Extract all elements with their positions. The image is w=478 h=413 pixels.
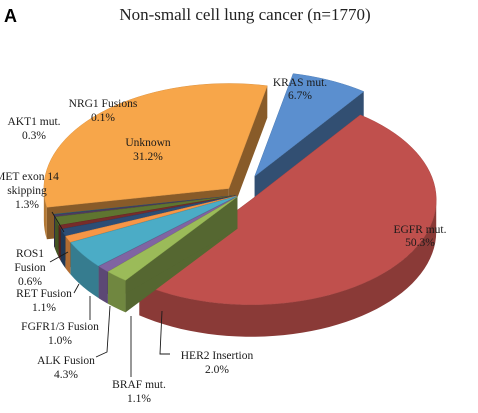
slice-name-label: Unknown — [125, 137, 171, 149]
slice-pct-label: 31.2% — [133, 151, 163, 163]
leader-line — [49, 251, 69, 263]
slice-wall-end — [107, 196, 238, 304]
slice-label-egfr-mut: EGFR mut.50.3% — [393, 224, 446, 249]
slice-label-akt1-mut: AKT1 mut. 0.3% — [7, 116, 60, 142]
slice-name-label: RET Fusion — [16, 288, 72, 300]
slice-pct-label: 0.1% — [91, 112, 115, 124]
slice-pct-label: 6.7% — [288, 90, 312, 102]
leader-line — [51, 211, 65, 233]
slice-top — [65, 195, 237, 243]
slice-side — [70, 242, 99, 299]
slice-label-ros1-fusion: ROS1 Fusion 0.6% — [14, 248, 69, 288]
slice-name-label: ROS1 Fusion — [14, 248, 46, 274]
slice-pct-label: 1.0% — [48, 335, 72, 347]
slice-wall-end — [228, 85, 268, 221]
slice-label-her2-insertion: HER2 Insertion 2.0% — [159, 310, 254, 376]
slice-name-label: ALK Fusion — [37, 355, 95, 367]
slice-pct-label: 1.1% — [127, 393, 151, 405]
slice-pct-label: 50.3% — [405, 237, 435, 249]
slice-name-label: FGFR1/3 Fusion — [21, 321, 99, 333]
slice-pct-label: 0.6% — [18, 276, 42, 288]
slice-side — [107, 271, 126, 313]
slice-side — [98, 266, 108, 304]
slice-top — [43, 83, 268, 208]
slice-top — [70, 196, 237, 267]
slice-label-braf-mut: BRAF mut. 1.1% — [112, 316, 166, 405]
slice-pct-label: 0.3% — [22, 130, 46, 142]
slice-name-label: HER2 Insertion — [181, 350, 254, 362]
slice-her2-insertion — [107, 196, 238, 313]
slice-pct-label: 1.1% — [32, 302, 56, 314]
slice-side — [43, 188, 47, 240]
slice-label-unknown: Unknown 31.2% — [125, 137, 171, 163]
slice-top — [107, 196, 238, 281]
slice-name-label: BRAF mut. — [112, 379, 166, 391]
slice-name-label: MET exon 14 skipping — [0, 171, 59, 197]
slice-label-fgfr1-3-fusion: FGFR1/3 Fusion 1.0% — [21, 296, 99, 347]
slice-pct-label: 2.0% — [205, 364, 229, 376]
slice-name-label: KRAS mut. — [273, 77, 327, 89]
slice-name-label: NRG1 Fusions — [69, 98, 138, 110]
slice-pct-label: 1.3% — [15, 199, 39, 211]
slice-label-kras-mut: KRAS mut.6.7% — [273, 77, 327, 102]
slice-label-alk-fusion: ALK Fusion 4.3% — [37, 305, 111, 381]
slice-label-met-exon-14-skipping: MET exon 14 skipping 1.3% — [0, 171, 65, 233]
slice-side — [55, 216, 59, 258]
slice-pct-label: 4.3% — [54, 369, 78, 381]
slice-side — [54, 214, 55, 249]
slice-side — [65, 236, 71, 275]
chart-title: Non-small cell lung cancer (n=1770) — [119, 5, 370, 24]
slice-side — [60, 229, 66, 269]
leader-line — [159, 310, 170, 355]
panel-letter: A — [4, 6, 17, 26]
slice-label-nrg1-fusions: NRG1 Fusions 0.1% — [69, 98, 138, 124]
slice-top — [98, 196, 238, 272]
slice-label-ret-fusion: RET Fusion 1.1% — [16, 283, 80, 314]
slice-side — [139, 199, 437, 337]
slice-name-label: AKT1 mut. — [7, 116, 60, 128]
slice-top — [254, 73, 365, 178]
leader-line — [95, 305, 111, 358]
leader-line — [73, 283, 80, 294]
slice-top — [138, 114, 437, 305]
slice-side — [58, 225, 61, 262]
slice-name-label: EGFR mut. — [393, 224, 446, 236]
